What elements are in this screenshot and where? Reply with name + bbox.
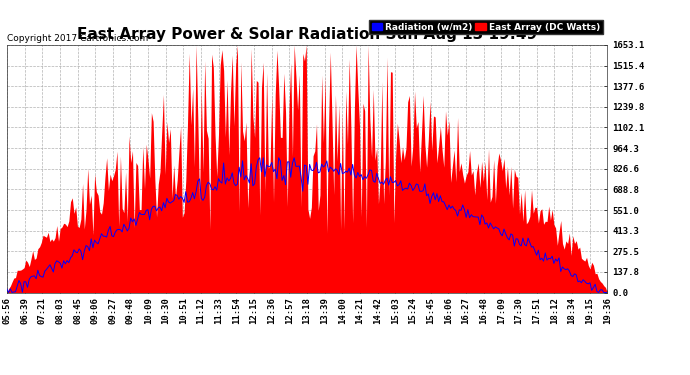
- Text: Copyright 2017 Cartronics.com: Copyright 2017 Cartronics.com: [7, 33, 148, 42]
- Legend: Radiation (w/m2), East Array (DC Watts): Radiation (w/m2), East Array (DC Watts): [369, 20, 602, 34]
- Title: East Array Power & Solar Radiation Sun Aug 13 19:49: East Array Power & Solar Radiation Sun A…: [77, 27, 537, 42]
